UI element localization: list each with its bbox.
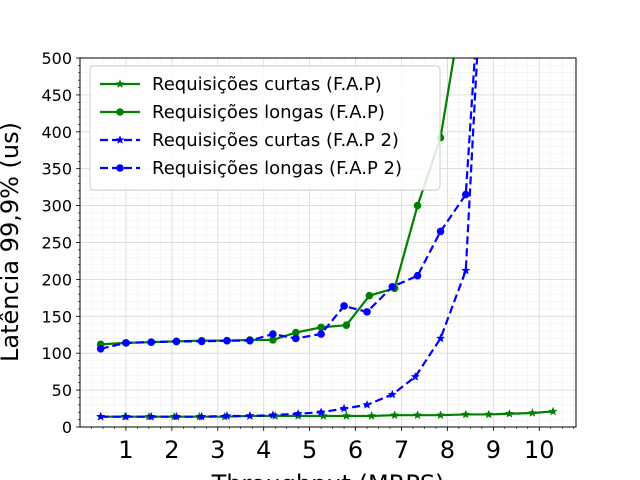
- data-point: [147, 338, 155, 346]
- data-point: [197, 337, 206, 346]
- data-point: [388, 282, 397, 291]
- data-point: [410, 371, 420, 381]
- data-point: [366, 411, 377, 420]
- data-point: [504, 408, 515, 418]
- x-tick-label: 8: [440, 436, 455, 464]
- data-point: [268, 410, 278, 420]
- x-tick-label: 4: [256, 436, 271, 464]
- data-point: [461, 190, 470, 199]
- x-axis-label: Throughput (MRPS): [211, 470, 445, 480]
- x-tick-label: 2: [164, 436, 179, 464]
- series-layer: [95, 58, 558, 421]
- legend-label: Requisições longas (F.A.P 2): [152, 158, 402, 179]
- data-point: [122, 339, 130, 347]
- legend-item: Requisições longas (F.A.P 2): [100, 158, 402, 179]
- data-point: [341, 411, 352, 420]
- legend-item: Requisições longas (F.A.P): [100, 102, 385, 123]
- data-point: [387, 389, 397, 399]
- data-point: [96, 344, 105, 353]
- data-point: [340, 302, 348, 310]
- y-tick-label: 350: [41, 160, 72, 179]
- data-point: [95, 411, 106, 421]
- y-tick-label: 250: [41, 234, 72, 253]
- legend-marker: [116, 108, 124, 116]
- y-tick-label: 450: [41, 86, 72, 105]
- data-point: [453, 58, 456, 59]
- legend-label: Requisições curtas (F.A.P 2): [152, 130, 399, 151]
- legend-marker: [116, 164, 124, 172]
- data-point: [436, 227, 445, 236]
- data-point: [435, 333, 446, 343]
- data-point: [269, 336, 277, 344]
- legend: Requisições curtas (F.A.P) Requisições lo…: [89, 65, 441, 191]
- y-tick-label: 100: [41, 344, 72, 363]
- data-point: [527, 408, 538, 417]
- series-4: [96, 58, 476, 353]
- data-point: [269, 330, 277, 338]
- data-point: [342, 321, 351, 329]
- data-point: [365, 291, 374, 300]
- legend-item: Requisições curtas (F.A.P 2): [100, 130, 399, 151]
- legend-label: Requisições curtas (F.A.P): [152, 74, 382, 95]
- data-point: [461, 265, 471, 275]
- data-point: [413, 271, 422, 280]
- data-point: [317, 330, 325, 338]
- data-point: [362, 399, 372, 409]
- data-point: [484, 409, 494, 419]
- y-tick-label: 150: [41, 307, 72, 326]
- data-point: [474, 58, 481, 59]
- y-tick-label: 300: [41, 197, 72, 216]
- x-tick-label: 10: [524, 436, 555, 464]
- legend-marker: [115, 135, 125, 144]
- y-tick-label: 400: [41, 123, 72, 142]
- y-axis-label: Latência 99,9% (us): [0, 122, 24, 362]
- x-tick-label: 1: [118, 436, 133, 464]
- data-point: [172, 337, 181, 346]
- data-point: [197, 411, 207, 421]
- data-point: [474, 58, 476, 59]
- data-point: [389, 410, 400, 420]
- y-tick-label: 200: [41, 270, 72, 289]
- data-point: [146, 411, 156, 421]
- data-point: [171, 411, 182, 421]
- legend-label: Requisições longas (F.A.P): [152, 102, 385, 123]
- x-tick-label: 6: [348, 436, 363, 464]
- data-point: [292, 328, 300, 337]
- data-point: [293, 408, 303, 418]
- data-point: [548, 406, 558, 416]
- data-point: [223, 336, 231, 345]
- x-tick-label: 5: [302, 436, 317, 464]
- y-tick-label: 500: [41, 49, 72, 68]
- y-tick-label: 50: [52, 381, 72, 400]
- legend-marker: [115, 79, 125, 88]
- legend-box: [89, 65, 441, 191]
- y-tick-label: 0: [62, 418, 72, 437]
- x-tick-label: 7: [394, 436, 409, 464]
- data-point: [245, 411, 255, 420]
- data-point: [363, 308, 371, 316]
- x-tick-label: 3: [210, 436, 225, 464]
- data-point: [292, 334, 300, 343]
- axis-ticks: 0 50 100 150 200 250 300 350 400 450 500 1 2 3 4 5 6 7 8 9 1…: [41, 49, 575, 464]
- data-point: [316, 407, 326, 417]
- data-point: [339, 403, 349, 413]
- data-point: [246, 336, 254, 345]
- data-point: [222, 411, 232, 420]
- data-point: [461, 409, 471, 419]
- data-point: [412, 410, 423, 420]
- data-point: [317, 323, 325, 332]
- series-3: [95, 58, 481, 421]
- data-point: [435, 410, 446, 420]
- data-point: [413, 201, 422, 210]
- x-tick-label: 9: [486, 436, 501, 464]
- data-point: [121, 411, 131, 421]
- legend-item: Requisições curtas (F.A.P): [100, 74, 382, 95]
